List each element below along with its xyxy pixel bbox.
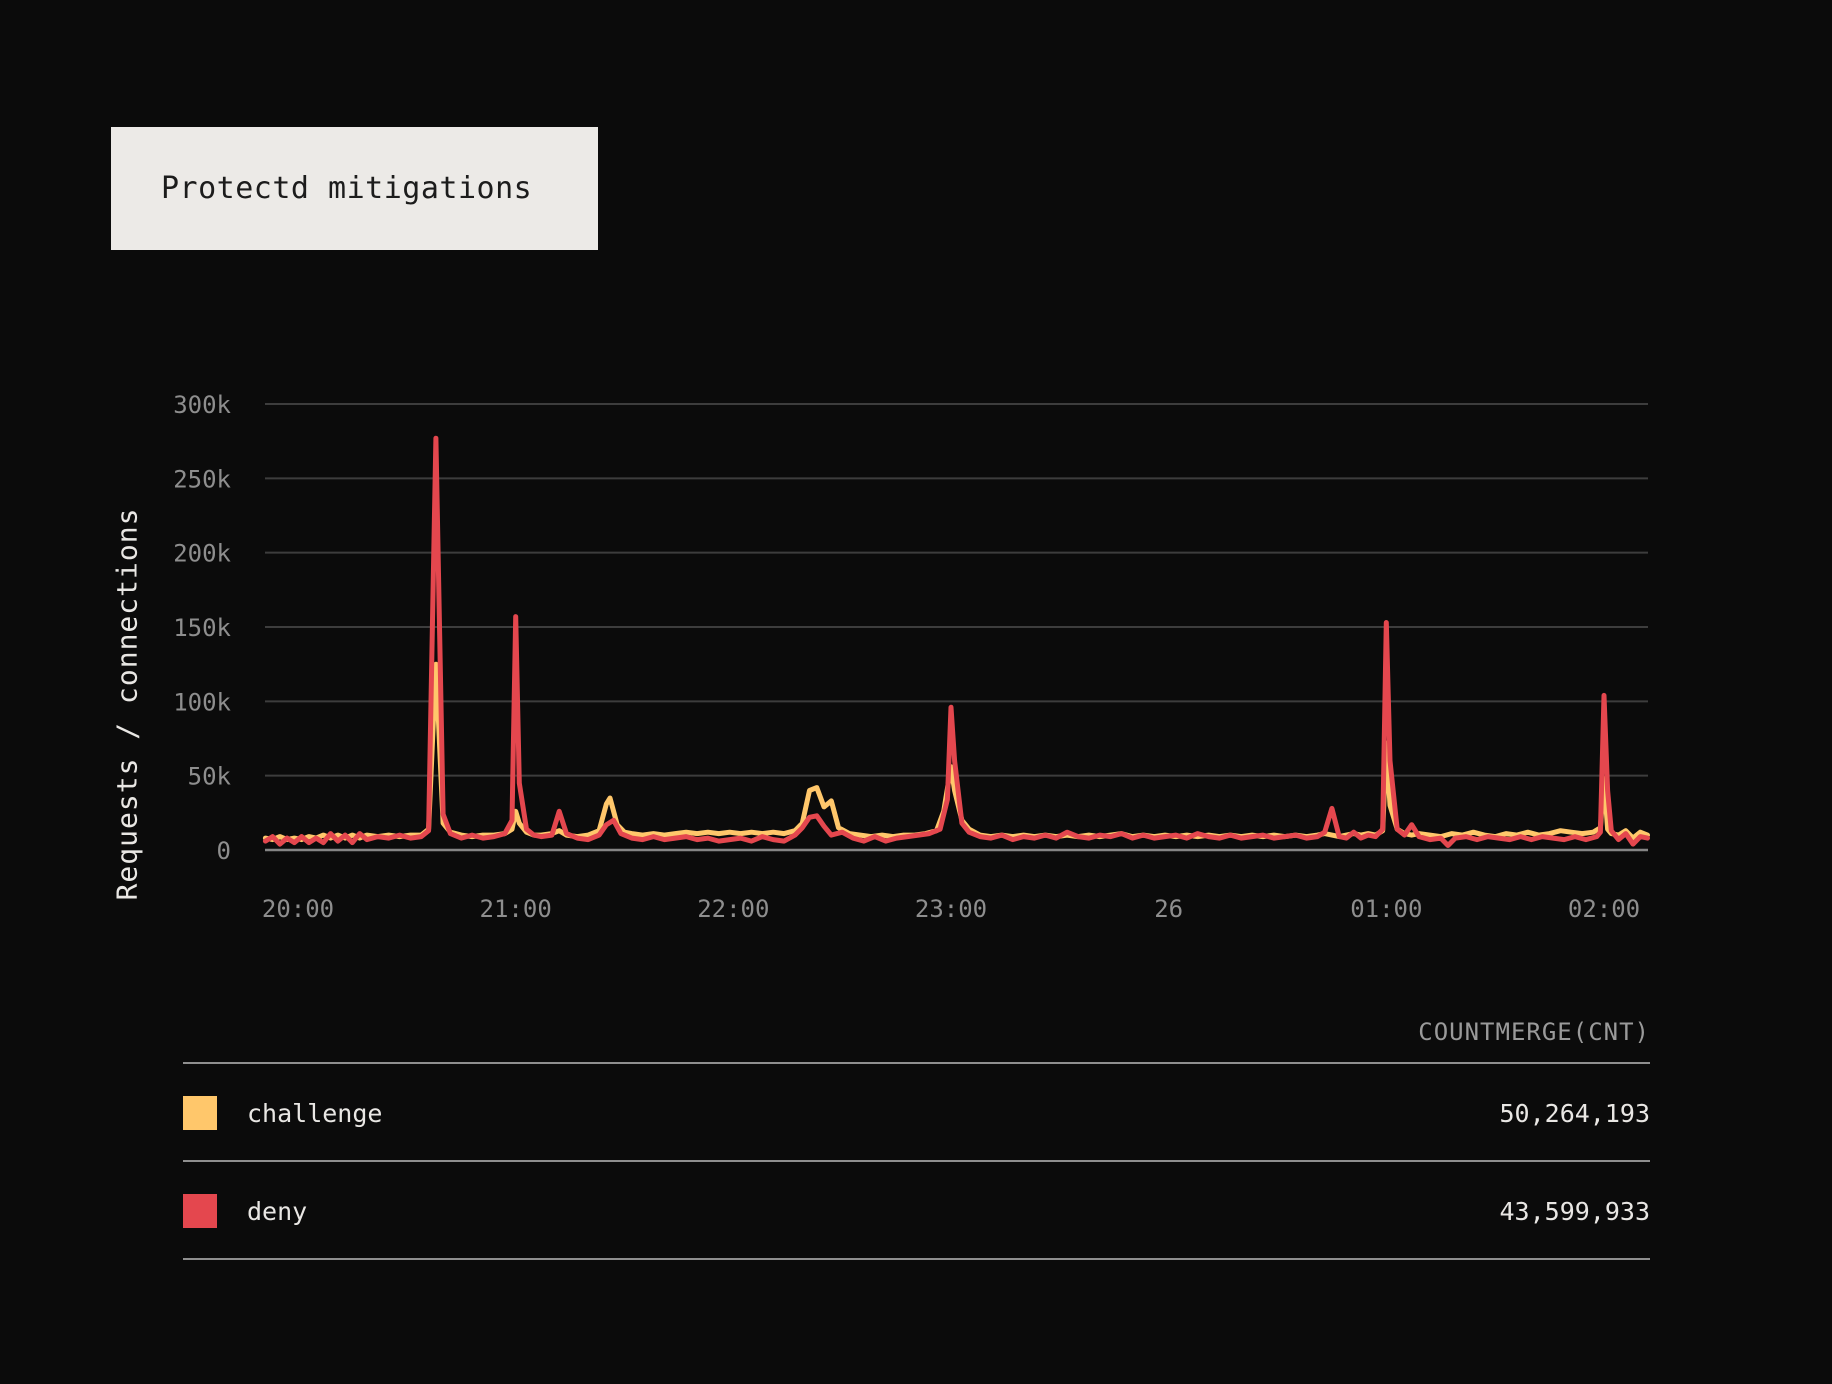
legend-row-deny[interactable]: deny 43,599,933 [183,1187,1650,1235]
x-tick-label: 22:00 [697,895,769,923]
legend-series-value: 50,264,193 [1499,1098,1650,1128]
chart-title: Protectd mitigations [161,171,533,206]
y-tick-label: 250k [173,465,231,493]
legend-column-header: COUNTMERGE(CNT) [1418,1018,1650,1046]
deny-line [262,435,1650,848]
challenge-color-swatch [183,1096,217,1130]
chart-title-box: Protectd mitigations [111,127,598,250]
legend-row-challenge[interactable]: challenge 50,264,193 [183,1089,1650,1137]
y-tick-label: 50k [188,763,232,791]
y-tick-label: 0 [217,837,231,865]
legend-series-label: deny [247,1196,308,1226]
x-tick-label: 26 [1154,895,1183,923]
x-tick-label: 02:00 [1568,895,1640,923]
y-tick-label: 300k [173,391,231,419]
x-tick-label: 20:00 [262,895,334,923]
x-tick-label: 21:00 [480,895,552,923]
legend-table: COUNTMERGE(CNT) challenge 50,264,193 den… [183,1010,1650,1280]
legend-series-value: 43,599,933 [1499,1196,1650,1226]
y-tick-label: 150k [173,614,231,642]
y-tick-label: 200k [173,540,231,568]
x-tick-label: 23:00 [915,895,987,923]
legend-divider [183,1062,1650,1064]
y-tick-label: 100k [173,688,231,716]
deny-color-swatch [183,1194,217,1228]
x-tick-label: 01:00 [1350,895,1422,923]
legend-divider [183,1160,1650,1162]
legend-series-label: challenge [247,1098,383,1128]
legend-divider [183,1258,1650,1260]
